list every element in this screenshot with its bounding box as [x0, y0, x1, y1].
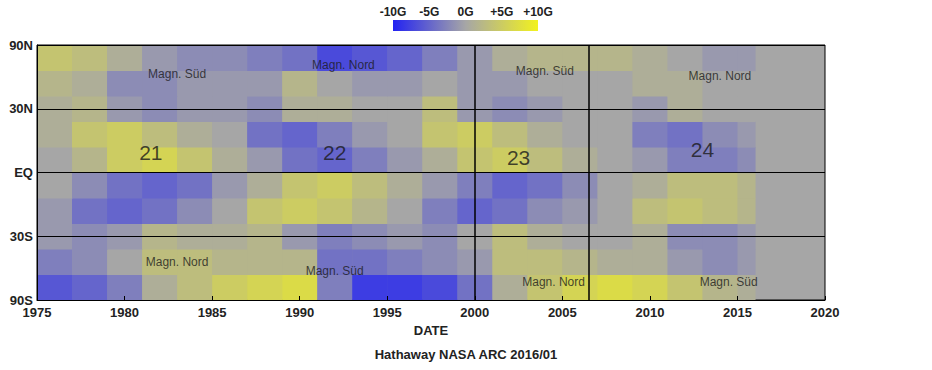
svg-text:DATE: DATE — [414, 323, 449, 338]
svg-text:+5G: +5G — [490, 5, 513, 19]
svg-text:1980: 1980 — [110, 305, 139, 320]
svg-text:2020: 2020 — [811, 305, 840, 320]
svg-text:2010: 2010 — [635, 305, 664, 320]
svg-text:2000: 2000 — [460, 305, 489, 320]
svg-text:90S: 90S — [9, 292, 33, 308]
svg-text:1995: 1995 — [373, 305, 402, 320]
svg-text:Magn. Süd: Magn. Süd — [148, 67, 206, 81]
svg-text:24: 24 — [691, 138, 715, 161]
svg-text:90N: 90N — [9, 38, 33, 53]
svg-text:1990: 1990 — [285, 305, 314, 320]
svg-text:+10G: +10G — [523, 5, 553, 19]
svg-text:Magn. Süd: Magn. Süd — [516, 64, 574, 78]
svg-text:30S: 30S — [10, 229, 33, 244]
svg-text:-10G: -10G — [380, 5, 407, 19]
svg-text:2005: 2005 — [548, 305, 577, 320]
svg-text:2015: 2015 — [723, 305, 752, 320]
svg-text:1975: 1975 — [23, 305, 52, 320]
svg-text:23: 23 — [507, 146, 530, 169]
svg-text:Hathaway NASA ARC 2016/01: Hathaway NASA ARC 2016/01 — [375, 347, 558, 362]
svg-text:Magn. Nord: Magn. Nord — [312, 58, 375, 72]
svg-text:-5G: -5G — [419, 5, 439, 19]
svg-text:EQ: EQ — [14, 165, 33, 180]
svg-text:Magn. Nord: Magn. Nord — [522, 275, 585, 289]
svg-text:30N: 30N — [9, 101, 33, 116]
svg-text:Magn. Süd: Magn. Süd — [306, 264, 364, 278]
svg-text:0G: 0G — [457, 5, 473, 19]
svg-text:Magn. Nord: Magn. Nord — [689, 69, 752, 83]
svg-text:Magn. Süd: Magn. Süd — [700, 275, 758, 289]
svg-text:22: 22 — [323, 141, 346, 164]
svg-text:21: 21 — [139, 141, 162, 164]
svg-text:Magn. Nord: Magn. Nord — [146, 255, 209, 269]
svg-text:1985: 1985 — [198, 305, 227, 320]
